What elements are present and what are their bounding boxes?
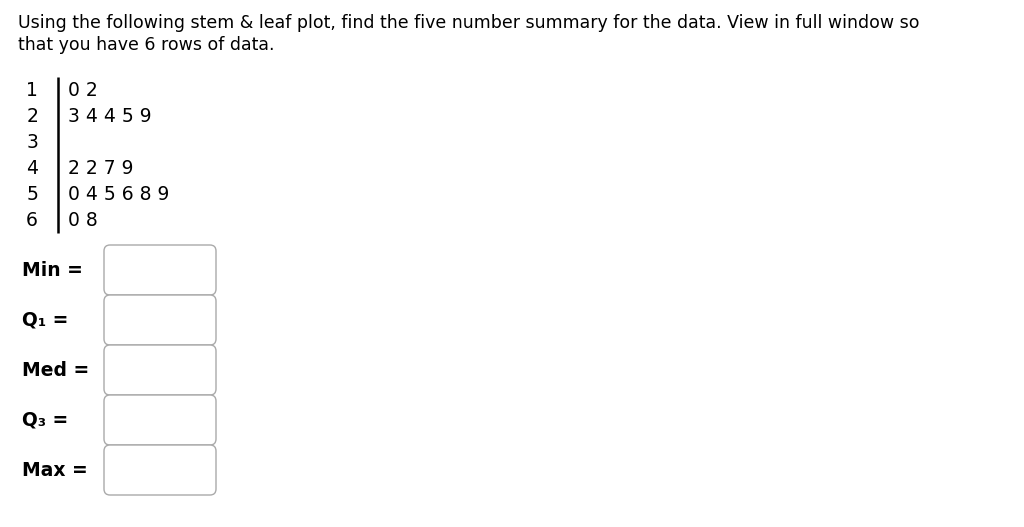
Text: Min =: Min = <box>22 260 83 279</box>
Text: 4: 4 <box>26 159 38 178</box>
Text: Max =: Max = <box>22 461 88 480</box>
Text: 0 2: 0 2 <box>68 81 97 100</box>
Text: that you have 6 rows of data.: that you have 6 rows of data. <box>18 36 274 54</box>
Text: 1: 1 <box>27 81 38 100</box>
FancyBboxPatch shape <box>104 295 216 345</box>
Text: 3: 3 <box>27 132 38 151</box>
Text: 2: 2 <box>27 106 38 125</box>
Text: Q₁ =: Q₁ = <box>22 310 69 329</box>
Text: 2 2 7 9: 2 2 7 9 <box>68 159 133 178</box>
Text: 0 4 5 6 8 9: 0 4 5 6 8 9 <box>68 184 169 203</box>
FancyBboxPatch shape <box>104 445 216 495</box>
Text: 3 4 4 5 9: 3 4 4 5 9 <box>68 106 152 125</box>
Text: Med =: Med = <box>22 360 89 379</box>
FancyBboxPatch shape <box>104 345 216 395</box>
Text: Using the following stem & leaf plot, find the five number summary for the data.: Using the following stem & leaf plot, fi… <box>18 14 920 32</box>
Text: 0 8: 0 8 <box>68 210 97 229</box>
Text: 5: 5 <box>27 184 38 203</box>
Text: Q₃ =: Q₃ = <box>22 411 69 430</box>
FancyBboxPatch shape <box>104 245 216 295</box>
Text: 6: 6 <box>27 210 38 229</box>
FancyBboxPatch shape <box>104 395 216 445</box>
